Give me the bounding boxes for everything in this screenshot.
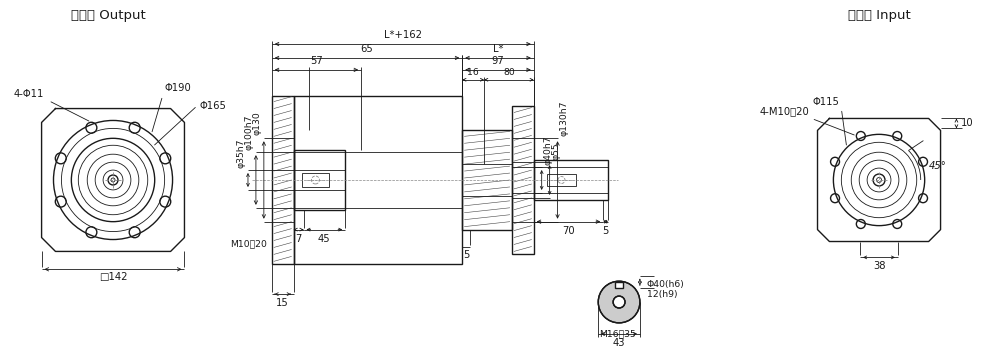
- Text: φ100h7: φ100h7: [245, 115, 254, 150]
- Bar: [462, 130, 512, 229]
- Text: 70: 70: [562, 226, 575, 236]
- Text: 65: 65: [361, 44, 373, 54]
- Text: φ130h7: φ130h7: [560, 101, 569, 136]
- Text: 7: 7: [295, 233, 302, 243]
- Text: 4-Φ11: 4-Φ11: [13, 89, 44, 98]
- Text: L*: L*: [493, 44, 503, 54]
- Bar: [534, 160, 608, 200]
- Bar: [615, 282, 623, 287]
- Text: 45°: 45°: [929, 161, 946, 171]
- Text: 5: 5: [463, 251, 469, 260]
- Text: 43: 43: [613, 338, 625, 348]
- Text: 输出端 Output: 输出端 Output: [71, 9, 145, 22]
- Text: Φ40(h6): Φ40(h6): [647, 280, 685, 289]
- Bar: [547, 174, 576, 186]
- Bar: [294, 96, 462, 264]
- Text: φ35h7: φ35h7: [237, 139, 246, 168]
- Text: Φ190: Φ190: [165, 83, 191, 93]
- Text: 57: 57: [310, 56, 323, 66]
- Text: 4-M10淲20: 4-M10淲20: [760, 106, 810, 116]
- Text: 5: 5: [602, 226, 609, 236]
- Text: 10: 10: [960, 118, 973, 129]
- Text: 38: 38: [873, 261, 885, 271]
- Bar: [272, 96, 294, 264]
- Text: 输入端 Input: 输入端 Input: [848, 9, 910, 22]
- Text: M10淲20: M10淲20: [230, 240, 267, 248]
- Text: Φ115: Φ115: [812, 97, 839, 107]
- Text: φ40h7: φ40h7: [544, 135, 553, 165]
- Bar: [302, 173, 329, 187]
- Text: 97: 97: [492, 56, 504, 66]
- Text: 16: 16: [467, 68, 479, 77]
- Text: L*+162: L*+162: [384, 30, 422, 40]
- Text: Φ165: Φ165: [199, 101, 226, 111]
- Text: φ55: φ55: [552, 142, 561, 160]
- Text: 12(h9): 12(h9): [647, 290, 677, 299]
- Text: 80: 80: [503, 68, 515, 77]
- Text: 15: 15: [276, 298, 289, 308]
- Circle shape: [613, 296, 625, 308]
- Bar: [294, 150, 345, 210]
- Text: □142: □142: [99, 272, 127, 282]
- Circle shape: [598, 281, 640, 323]
- Bar: [512, 106, 534, 255]
- Text: 45: 45: [318, 233, 331, 243]
- Text: φ130: φ130: [253, 112, 262, 135]
- Text: M16淲35: M16淲35: [599, 330, 635, 339]
